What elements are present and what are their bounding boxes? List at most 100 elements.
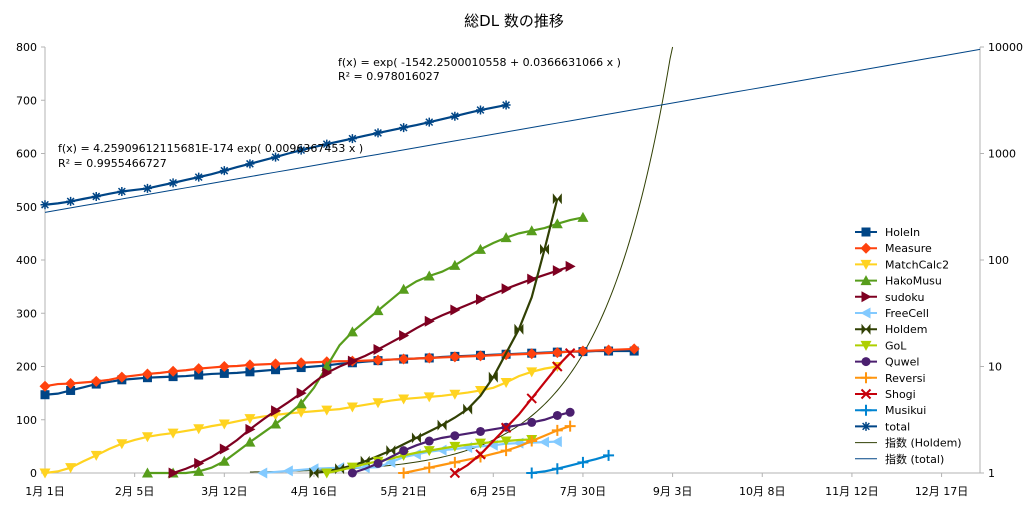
data-point-musikui xyxy=(603,449,615,461)
data-point-quwel xyxy=(450,431,460,441)
data-point-holdem xyxy=(552,193,562,205)
legend-marker xyxy=(860,307,871,319)
data-point-measure xyxy=(577,345,589,357)
x-tick-label: 2月 5日 xyxy=(115,485,155,498)
x-tick-label: 10月 8日 xyxy=(739,485,786,498)
data-point-measure xyxy=(526,348,538,360)
data-point-quwel xyxy=(347,468,357,478)
legend-label: Musikui xyxy=(885,404,926,417)
series-line-hakomusu xyxy=(147,216,584,475)
y-left-tick-label: 800 xyxy=(16,41,37,54)
data-point-total xyxy=(168,178,178,188)
data-point-measure xyxy=(449,351,461,363)
legend-item: MatchCalc2 xyxy=(855,258,949,271)
data-point-matchcalc2 xyxy=(346,402,358,413)
data-point-quwel xyxy=(475,426,485,436)
series-matchcalc2 xyxy=(39,362,563,479)
data-point-reversi xyxy=(564,420,576,432)
data-point-sudoku xyxy=(399,330,410,342)
data-point-holein xyxy=(219,368,229,378)
data-point-quwel xyxy=(373,458,383,468)
data-point-measure xyxy=(90,375,102,387)
y-right-tick-label: 1 xyxy=(988,467,995,480)
data-point-shogi xyxy=(500,422,512,433)
data-point-sudoku xyxy=(168,467,179,479)
data-point-musikui xyxy=(577,456,589,468)
legend-item: sudoku xyxy=(855,291,924,304)
data-point-sudoku xyxy=(424,315,435,327)
trendline-total xyxy=(44,48,981,213)
legend-label: 指数 (Holdem) xyxy=(885,436,962,450)
data-point-shogi xyxy=(552,361,563,372)
data-point-freecell xyxy=(539,436,550,448)
y-left-tick-label: 700 xyxy=(16,94,37,107)
data-point-reversi xyxy=(449,456,461,468)
x-tick-label: 4月 16日 xyxy=(291,485,338,498)
data-point-total xyxy=(347,134,357,144)
series-musikui xyxy=(526,449,615,479)
trendline-equation: f(x) = exp( -1542.2500010558 + 0.0366631… xyxy=(338,56,621,69)
data-point-total xyxy=(142,183,152,193)
data-point-sudoku xyxy=(271,405,282,417)
data-point-shogi xyxy=(526,393,537,404)
data-point-hakomusu xyxy=(398,283,410,294)
data-point-measure xyxy=(474,350,486,362)
data-point-measure xyxy=(244,359,256,371)
data-point-holdem xyxy=(514,323,524,335)
data-point-quwel xyxy=(424,436,434,446)
data-point-sudoku xyxy=(565,260,576,272)
data-point-gol xyxy=(474,438,486,449)
data-point-sudoku xyxy=(527,273,538,285)
data-point-matchcalc2 xyxy=(321,405,333,416)
data-point-total xyxy=(450,111,460,121)
data-point-holein xyxy=(245,367,255,377)
legend-marker xyxy=(861,323,871,335)
chart-title: 総DL 数の推移 xyxy=(464,12,564,30)
data-point-total xyxy=(501,100,511,110)
y-left-tick-label: 500 xyxy=(16,201,37,214)
data-point-measure xyxy=(372,354,384,366)
legend-label: HakoMusu xyxy=(885,275,942,288)
legend-marker xyxy=(861,227,871,237)
legend-item: HakoMusu xyxy=(855,275,942,288)
data-point-matchcalc2 xyxy=(244,414,256,425)
data-point-sudoku xyxy=(373,343,384,355)
y-left-tick-label: 400 xyxy=(16,254,37,267)
legend-label: 指数 (total) xyxy=(885,452,944,466)
legend-label: GoL xyxy=(885,339,907,352)
legend-marker xyxy=(861,357,871,367)
legend-label: Shogi xyxy=(885,388,916,401)
data-point-holein xyxy=(40,390,50,400)
series-quwel xyxy=(347,407,575,478)
data-point-total xyxy=(91,191,101,201)
data-point-hakomusu xyxy=(474,243,486,254)
trendlines xyxy=(44,46,981,473)
y-left-tick-label: 300 xyxy=(16,307,37,320)
data-point-shogi xyxy=(449,467,461,479)
data-point-measure xyxy=(65,378,77,390)
data-point-matchcalc2 xyxy=(449,389,461,400)
data-point-measure xyxy=(270,358,282,370)
y-left-tick-label: 0 xyxy=(30,467,37,480)
legend-item: 指数 (total) xyxy=(855,452,944,466)
trendline-holdem xyxy=(249,46,674,473)
series-line-holein xyxy=(44,349,635,396)
legend-marker xyxy=(860,388,872,400)
data-point-sudoku xyxy=(501,283,512,295)
data-point-total xyxy=(117,186,127,196)
x-tick-label: 1月 1日 xyxy=(25,485,65,498)
data-point-measure xyxy=(423,352,435,364)
axes: 0 100 200 300 400 500 600 700 800 1 10 100 1000 10000… xyxy=(16,41,1023,498)
legend-item: total xyxy=(855,420,910,433)
legend-item: Measure xyxy=(855,242,932,255)
data-point-freecell xyxy=(282,465,293,477)
legend-item: Holdem xyxy=(855,323,928,336)
legend-item: Shogi xyxy=(855,388,916,401)
data-point-holdem xyxy=(488,371,498,383)
data-point-measure xyxy=(39,380,51,392)
data-point-hakomusu xyxy=(526,225,538,236)
data-point-sudoku xyxy=(347,355,358,367)
data-point-sudoku xyxy=(296,387,307,399)
data-point-measure xyxy=(193,363,205,375)
data-point-holdem xyxy=(437,419,447,431)
